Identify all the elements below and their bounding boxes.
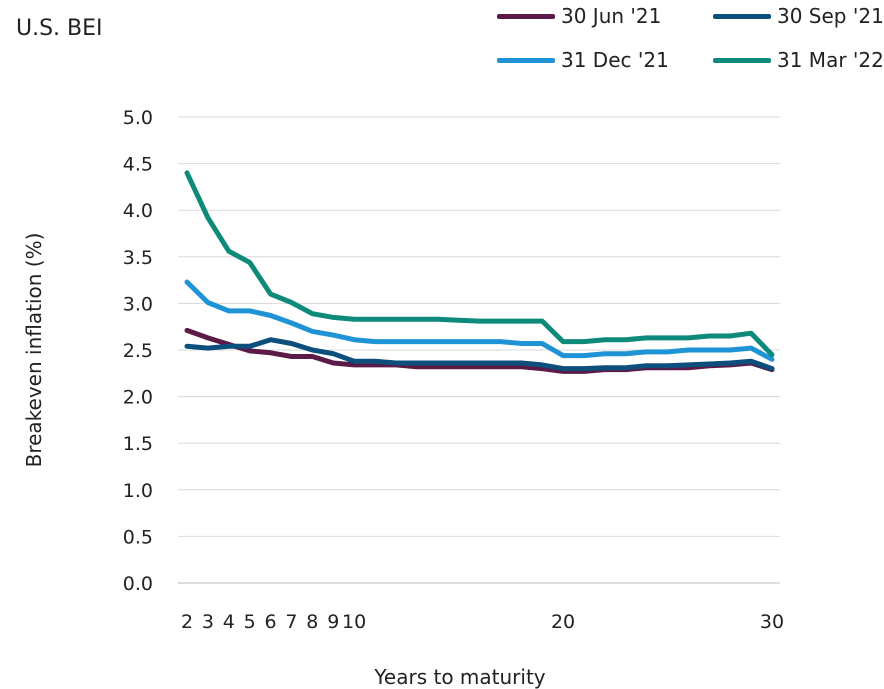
- x-tick-label: 10: [342, 611, 366, 633]
- series-line-2: [184, 279, 775, 362]
- y-axis-title: Breakeven inflation (%): [22, 233, 46, 468]
- x-axis-ticks: 2 3 4 5 6 7 8 9 10 20 30: [181, 611, 784, 633]
- series-line-1: [184, 337, 775, 372]
- y-axis-ticks: 0.0 0.5 1.0 1.5 2.0 2.5 3.0 3.5 4.0 4.5 5.0: [123, 107, 153, 595]
- y-tick-label: 1.5: [123, 433, 153, 455]
- legend-label-series-3: 31 Mar '22: [777, 48, 884, 72]
- x-tick-label: 2: [181, 611, 193, 633]
- legend-swatch-series-0: [497, 13, 555, 19]
- y-tick-label: 3.5: [123, 247, 153, 269]
- x-tick-label: 8: [306, 611, 318, 633]
- y-tick-label: 2.5: [123, 340, 153, 362]
- series-line-3: [184, 170, 775, 358]
- y-tick-label: 5.0: [123, 107, 153, 129]
- legend: 30 Jun '21 30 Sep '21 31 Dec '21 31 Mar …: [0, 0, 884, 80]
- x-tick-label: 9: [327, 611, 339, 633]
- x-tick-label: 7: [285, 611, 297, 633]
- legend-label-series-0: 30 Jun '21: [561, 4, 662, 28]
- chart-title: U.S. BEI: [16, 16, 103, 41]
- y-tick-label: 2.0: [123, 387, 153, 409]
- x-tick-label: 30: [760, 611, 784, 633]
- y-tick-label: 4.5: [123, 154, 153, 176]
- legend-swatch-series-1: [713, 13, 771, 19]
- legend-swatch-series-3: [713, 57, 771, 63]
- gridlines: [178, 116, 780, 584]
- legend-item-series-1: 30 Sep '21: [713, 4, 884, 28]
- series-lines: [184, 170, 775, 374]
- x-tick-label: 5: [244, 611, 256, 633]
- x-tick-label: 3: [202, 611, 214, 633]
- x-tick-label: 4: [223, 611, 235, 633]
- legend-label-series-2: 31 Dec '21: [561, 48, 669, 72]
- y-tick-label: 3.0: [123, 293, 153, 315]
- legend-swatch-series-2: [497, 57, 555, 63]
- y-tick-label: 1.0: [123, 480, 153, 502]
- legend-label-series-1: 30 Sep '21: [777, 4, 884, 28]
- x-axis-title: Years to maturity: [373, 665, 545, 689]
- legend-item-series-3: 31 Mar '22: [713, 48, 884, 72]
- y-tick-label: 0.0: [123, 573, 153, 595]
- legend-item-series-2: 31 Dec '21: [497, 48, 669, 72]
- y-tick-label: 4.0: [123, 200, 153, 222]
- y-tick-label: 0.5: [123, 526, 153, 548]
- x-tick-label: 20: [551, 611, 575, 633]
- x-tick-label: 6: [265, 611, 277, 633]
- legend-item-series-0: 30 Jun '21: [497, 4, 661, 28]
